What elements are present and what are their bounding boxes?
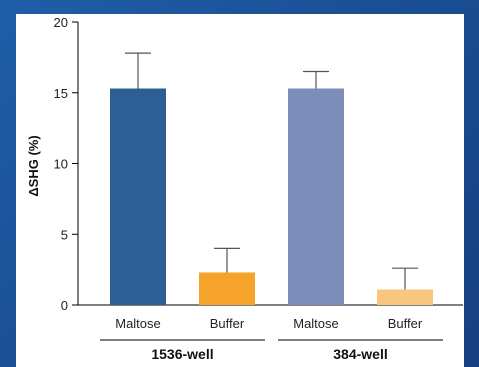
group-label: 1536-well [151, 346, 213, 362]
y-axis-label: ΔSHG (%) [26, 135, 41, 196]
group-label: 384-well [333, 346, 387, 362]
y-tick-label: 15 [54, 86, 68, 101]
category-label: Maltose [115, 316, 161, 331]
category-label: Buffer [388, 316, 423, 331]
y-tick-label: 20 [54, 15, 68, 30]
category-label: Buffer [210, 316, 245, 331]
chart-panel: ΔSHG (%) 0 5 10 15 20 Maltose Buffer Maltose Bu… [16, 14, 464, 367]
bar-chart: ΔSHG (%) 0 5 10 15 20 Maltose Buffer Maltose Bu… [26, 15, 463, 362]
bar [377, 289, 433, 305]
category-label: Maltose [293, 316, 339, 331]
y-tick-label: 10 [54, 157, 68, 172]
y-tick-label: 0 [61, 298, 68, 313]
bar [288, 88, 344, 305]
bar [110, 88, 166, 305]
y-tick-label: 5 [61, 227, 68, 242]
bar [199, 272, 255, 305]
